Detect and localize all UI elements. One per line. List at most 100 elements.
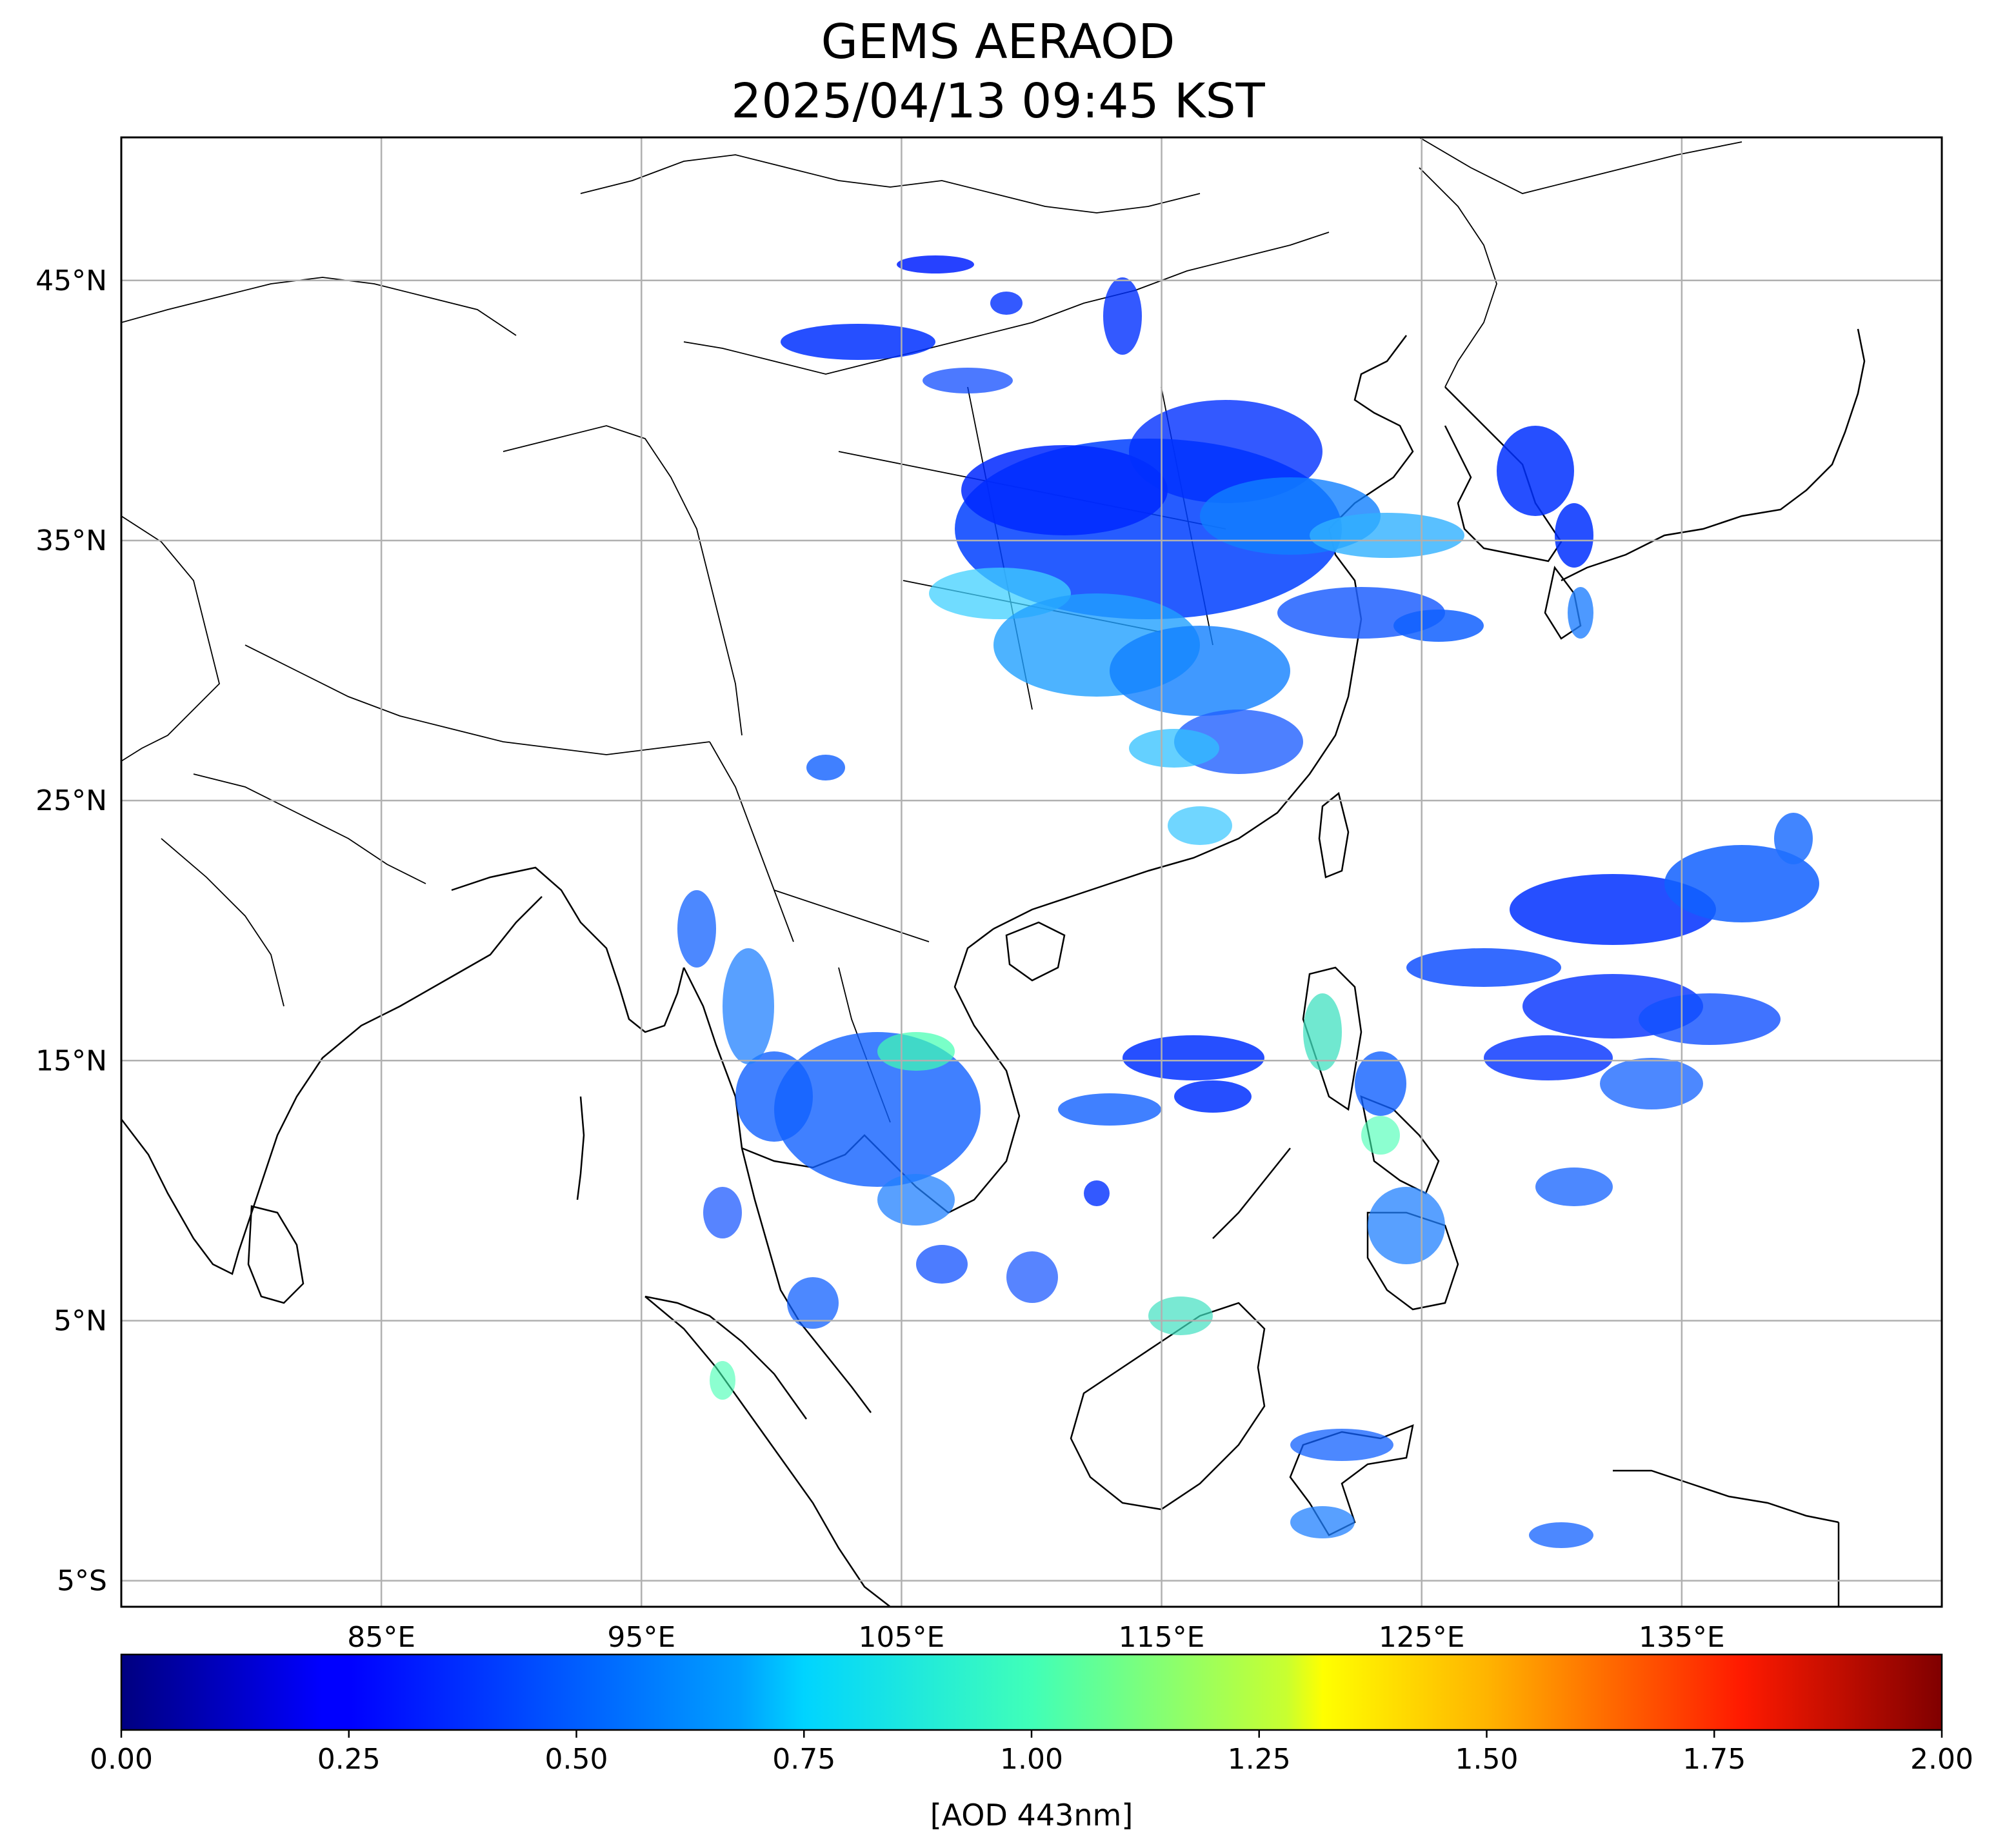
lon-tick-label: 125°E <box>1379 1621 1465 1654</box>
aod-patch <box>1174 1080 1252 1113</box>
lat-tick-label: 35°N <box>35 524 107 557</box>
east-china-coast <box>1328 335 1414 659</box>
aod-patch <box>1361 1116 1400 1155</box>
aod-patch <box>1639 993 1781 1045</box>
aod-patch <box>1555 503 1593 568</box>
border-himalaya <box>245 644 710 755</box>
border-india-west <box>121 515 220 762</box>
colorbar-tick-label: 0.75 <box>772 1743 835 1776</box>
aod-patch <box>1303 993 1342 1071</box>
colorbar-gradient <box>120 1653 1943 1731</box>
aod-patch <box>1103 277 1142 355</box>
lat-tick-label: 45°N <box>35 264 107 297</box>
borneo <box>1070 1302 1266 1511</box>
lat-tick-label: 25°N <box>35 784 107 817</box>
aod-patch <box>1123 1035 1264 1080</box>
colorbar-tick-label: 1.50 <box>1455 1743 1519 1776</box>
aod-patch <box>1355 1051 1406 1116</box>
aod-patch <box>677 890 716 968</box>
taiwan <box>1318 791 1350 879</box>
sri-lanka <box>247 1205 304 1304</box>
map-area <box>121 137 1942 1607</box>
lat-tick-label: 15°N <box>35 1044 107 1077</box>
lon-tick-label: 115°E <box>1119 1621 1205 1654</box>
aod-patch <box>1774 813 1813 864</box>
aod-patch <box>877 1032 955 1071</box>
colorbar-tick-label: 1.75 <box>1682 1743 1746 1776</box>
south-china-coast <box>993 657 1356 930</box>
colorbar-ticks: 0.00 0.25 0.50 0.75 1.00 1.25 1.50 1.75 2.00 <box>90 1730 1973 1776</box>
lat-tick-label: 5°S <box>57 1565 107 1598</box>
colorbar: 0.00 0.25 0.50 0.75 1.00 1.25 1.50 1.75 2.00 [AO… <box>90 1653 1973 1833</box>
colorbar-label: [AOD 443nm] <box>930 1798 1133 1833</box>
border-russia-far-east <box>1419 137 1742 194</box>
border-china-west <box>503 425 743 736</box>
aod-patch <box>1168 806 1232 845</box>
aod-patch <box>961 445 1168 535</box>
aod-patch <box>1664 845 1819 922</box>
border-kazakh <box>121 277 517 336</box>
colorbar-tick-label: 2.00 <box>1910 1743 1973 1776</box>
map-frame <box>120 136 1943 1608</box>
sumatra <box>644 1296 891 1607</box>
andaman-islands <box>576 1096 585 1200</box>
new-guinea <box>1613 1469 1839 1524</box>
aod-patch <box>1484 1035 1613 1080</box>
border-se-asia-1 <box>709 741 794 942</box>
aod-patch <box>1535 1167 1613 1206</box>
lon-tick-label: 105°E <box>859 1621 945 1654</box>
sumatra-west <box>644 1295 808 1420</box>
gridlines <box>121 137 1942 1607</box>
aod-patch <box>710 1361 735 1400</box>
chart-title: GEMS AERAOD <box>821 14 1175 70</box>
hainan <box>1005 921 1066 982</box>
aod-patch <box>774 1032 981 1187</box>
border-se-asia-2 <box>773 889 930 942</box>
lon-tick-label: 95°E <box>607 1621 675 1654</box>
lat-tick-label: 5°N <box>54 1304 107 1337</box>
colorbar-tick-label: 0.50 <box>545 1743 608 1776</box>
chart-subtitle: 2025/04/13 09:45 KST <box>731 74 1265 129</box>
aod-patch <box>1510 874 1716 945</box>
border-russia-mongolia <box>580 154 1201 214</box>
aod-patch <box>1568 587 1593 639</box>
aod-patch <box>1006 1251 1058 1303</box>
aod-patch <box>787 1277 839 1329</box>
border-china-mongolia <box>683 232 1330 375</box>
border-manchuria <box>1419 167 1497 388</box>
border-india-states-2 <box>161 838 284 1007</box>
aod-patch <box>1129 729 1219 768</box>
aod-patch <box>1600 1058 1703 1109</box>
aod-patch <box>1368 1187 1445 1264</box>
colorbar-tick-label: 1.25 <box>1228 1743 1291 1776</box>
aod-patch <box>1529 1522 1593 1548</box>
bengal-myanmar-coast <box>451 866 685 1033</box>
aod-patch <box>735 1051 813 1142</box>
aod-patch <box>1129 400 1322 503</box>
aod-patch <box>1393 610 1484 642</box>
aod-patch <box>1497 426 1574 516</box>
aod-patch <box>781 324 935 360</box>
lat-ticks: 45°N 35°N 25°N 15°N 5°N 5°S <box>35 264 107 1598</box>
aod-patch <box>1110 626 1290 716</box>
colorbar-tick-label: 0.25 <box>317 1743 381 1776</box>
aod-patch <box>877 1174 955 1226</box>
aod-patch <box>1310 513 1464 558</box>
lon-ticks: 85°E 95°E 105°E 115°E 125°E 135°E <box>347 1621 1725 1654</box>
lon-tick-label: 135°E <box>1639 1621 1725 1654</box>
aod-patch <box>916 1245 968 1284</box>
palawan <box>1212 1148 1291 1239</box>
aod-patch <box>1058 1093 1161 1126</box>
malay-peninsula <box>683 967 872 1413</box>
aod-patch <box>723 948 774 1064</box>
kyushu <box>1544 566 1582 640</box>
aod-patch <box>1290 1429 1393 1461</box>
aod-patch <box>1290 1506 1355 1538</box>
aod-patch <box>1148 1297 1213 1335</box>
colorbar-tick-label: 0.00 <box>90 1743 153 1776</box>
aod-patch <box>990 292 1023 315</box>
aod-patch <box>703 1187 742 1238</box>
aod-data-layer <box>677 255 1819 1548</box>
colorbar-tick-label: 1.00 <box>1000 1743 1063 1776</box>
